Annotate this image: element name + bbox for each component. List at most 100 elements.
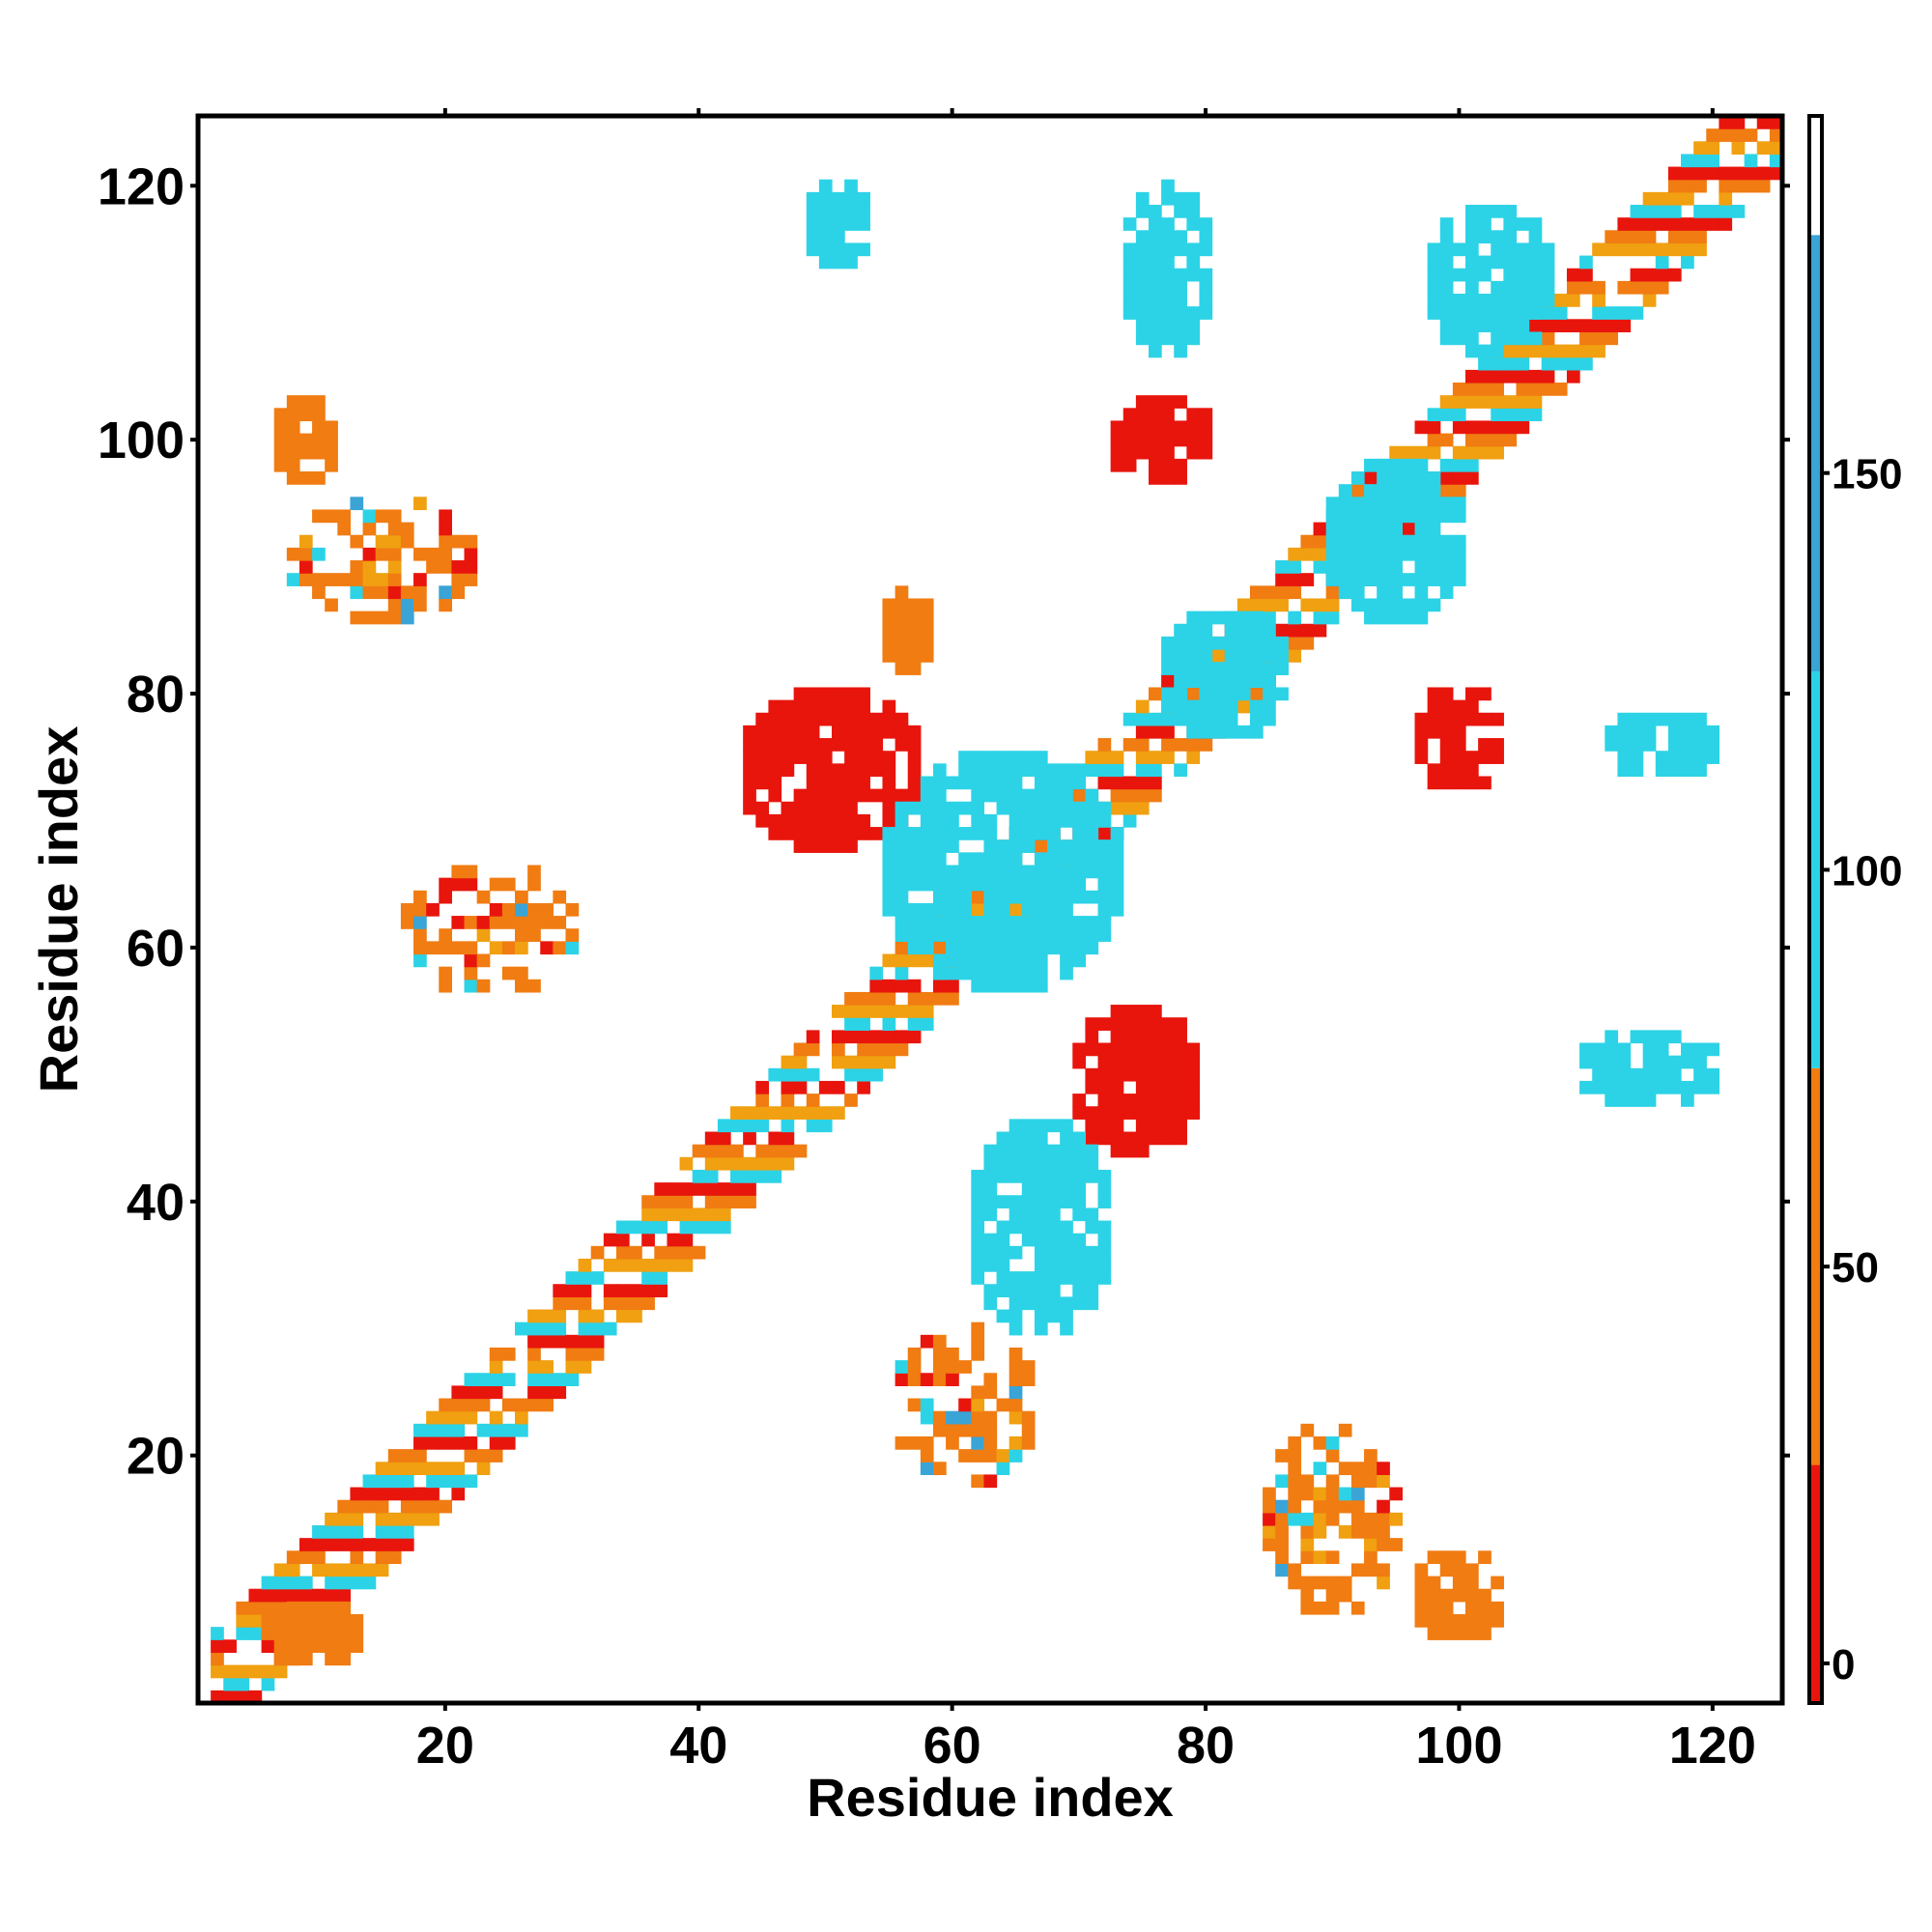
- heatmap-cell: [1275, 1449, 1289, 1463]
- heatmap-cell: [1630, 230, 1644, 244]
- heatmap-cell: [946, 1360, 959, 1374]
- heatmap-cell: [832, 1106, 845, 1120]
- heatmap-cell: [806, 699, 820, 714]
- heatmap-cell: [515, 928, 528, 942]
- heatmap-cell: [1149, 1080, 1162, 1094]
- heatmap-cell: [1769, 141, 1783, 156]
- heatmap-cell: [1174, 268, 1187, 282]
- heatmap-cell: [1161, 1080, 1175, 1094]
- heatmap-cell: [882, 712, 896, 726]
- heatmap-cell: [1414, 458, 1429, 472]
- heatmap-cell: [1744, 166, 1758, 181]
- heatmap-cell: [1110, 1119, 1124, 1133]
- heatmap-cell: [806, 763, 820, 778]
- heatmap-cell: [1528, 230, 1543, 244]
- heatmap-cell: [1427, 1601, 1441, 1615]
- heatmap-cell: [1338, 1487, 1352, 1501]
- heatmap-cell: [641, 1208, 655, 1222]
- heatmap-cell: [1288, 1576, 1302, 1590]
- heatmap-cell: [387, 560, 402, 574]
- heatmap-cell: [515, 1423, 528, 1437]
- heatmap-cell: [1655, 255, 1669, 270]
- heatmap-cell: [261, 1601, 275, 1615]
- heatmap-cell: [337, 1639, 352, 1654]
- heatmap-cell: [768, 827, 782, 840]
- heatmap-cell: [806, 242, 820, 257]
- heatmap-cell: [1325, 560, 1340, 574]
- heatmap-cell: [1122, 217, 1137, 231]
- heatmap-cell: [907, 916, 922, 929]
- heatmap-cell: [768, 712, 782, 726]
- heatmap-cell: [476, 953, 491, 968]
- heatmap-cell: [768, 776, 782, 790]
- heatmap-cell: [1452, 306, 1466, 320]
- heatmap-cell: [1579, 344, 1593, 358]
- heatmap-cell: [1667, 191, 1682, 206]
- heatmap-cell: [1541, 344, 1555, 358]
- heatmap-cell: [387, 522, 402, 536]
- heatmap-cell: [362, 547, 377, 561]
- heatmap-cell: [1060, 1169, 1073, 1183]
- heatmap-cell: [882, 979, 896, 993]
- heatmap-cell: [1085, 801, 1099, 815]
- heatmap-cell: [1364, 573, 1378, 586]
- heatmap-cell: [717, 1208, 731, 1222]
- heatmap-cell: [755, 1169, 769, 1183]
- heatmap-cell: [1021, 979, 1036, 993]
- heatmap-cell: [350, 560, 364, 574]
- heatmap-cell: [413, 573, 427, 586]
- heatmap-cell: [832, 1055, 845, 1069]
- heatmap-cell: [743, 1131, 756, 1146]
- heatmap-cell: [1630, 1067, 1644, 1082]
- colorbar-tick-label: 50: [1832, 1244, 1879, 1292]
- heatmap-cell: [1009, 966, 1023, 980]
- heatmap-cell: [489, 1347, 503, 1361]
- heatmap-cell: [844, 217, 858, 231]
- heatmap-cell: [1288, 611, 1302, 625]
- heatmap-cell: [578, 1347, 592, 1361]
- heatmap-cell: [426, 1435, 440, 1450]
- heatmap-cell: [501, 902, 516, 917]
- heatmap-cell: [1439, 1563, 1454, 1577]
- heatmap-cell: [1617, 230, 1632, 244]
- heatmap-cell: [1325, 1601, 1340, 1615]
- heatmap-cell: [1174, 306, 1187, 320]
- heatmap-cell: [1377, 471, 1390, 485]
- heatmap-cell: [1439, 497, 1454, 511]
- heatmap-cell: [983, 1182, 998, 1196]
- heatmap-cell: [1350, 1462, 1365, 1475]
- heatmap-cell: [692, 1144, 706, 1158]
- heatmap-cell: [1199, 738, 1213, 752]
- heatmap-cell: [907, 623, 922, 638]
- heatmap-cell: [1110, 852, 1124, 867]
- heatmap-cell: [895, 941, 909, 955]
- heatmap-cell: [1452, 395, 1466, 409]
- heatmap-cell: [1174, 623, 1187, 638]
- heatmap-cell: [350, 1639, 364, 1654]
- heatmap-cell: [298, 445, 313, 460]
- heatmap-cell: [325, 420, 338, 435]
- heatmap-cell: [1414, 598, 1429, 612]
- heatmap-cell: [958, 1360, 972, 1374]
- heatmap-cell: [1072, 877, 1086, 892]
- heatmap-cell: [1350, 509, 1365, 524]
- heatmap-cell: [298, 1538, 313, 1551]
- heatmap-cell: [1478, 776, 1492, 790]
- heatmap-cell: [1439, 331, 1454, 346]
- heatmap-cell: [857, 1030, 870, 1044]
- heatmap-cell: [1060, 916, 1073, 929]
- heatmap-cell: [464, 1474, 478, 1489]
- heatmap-cell: [1427, 268, 1441, 282]
- heatmap-cell: [895, 813, 909, 828]
- heatmap-cell: [818, 699, 833, 714]
- heatmap-cell: [426, 1462, 440, 1475]
- heatmap-cell: [920, 649, 934, 663]
- heatmap-cell: [857, 1005, 870, 1018]
- heatmap-cell: [1706, 724, 1719, 739]
- heatmap-cell: [1452, 458, 1466, 472]
- colorbar-band: [1809, 235, 1822, 672]
- heatmap-cell: [1085, 865, 1099, 879]
- heatmap-cell: [755, 801, 769, 815]
- heatmap-cell: [362, 611, 377, 625]
- heatmap-cell: [1186, 699, 1201, 714]
